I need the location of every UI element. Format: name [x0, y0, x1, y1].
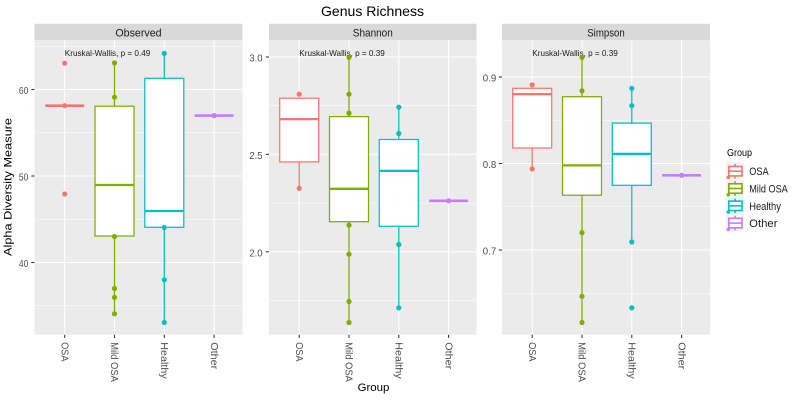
svg-text:Kruskal-Wallis, p = 0.49: Kruskal-Wallis, p = 0.49	[65, 48, 151, 58]
svg-text:Kruskal-Wallis, p = 0.39: Kruskal-Wallis, p = 0.39	[532, 48, 618, 58]
svg-text:0.7: 0.7	[483, 247, 497, 258]
svg-text:50: 50	[19, 173, 29, 184]
svg-text:2.5: 2.5	[249, 151, 262, 162]
svg-text:Healthy: Healthy	[158, 342, 169, 379]
svg-text:Other: Other	[749, 218, 778, 230]
svg-text:Observed: Observed	[115, 28, 161, 40]
svg-text:Alpha Diversity Measure: Alpha Diversity Measure	[2, 118, 14, 256]
svg-text:Healthy: Healthy	[393, 342, 404, 379]
svg-text:Kruskal-Wallis, p = 0.39: Kruskal-Wallis, p = 0.39	[299, 48, 385, 58]
svg-text:Mild OSA: Mild OSA	[749, 184, 788, 196]
svg-text:Group: Group	[358, 382, 390, 394]
svg-text:OSA: OSA	[293, 342, 304, 362]
svg-text:40: 40	[19, 259, 29, 270]
svg-text:OSA: OSA	[58, 342, 69, 362]
svg-text:Mild OSA: Mild OSA	[343, 342, 354, 382]
svg-text:Healthy: Healthy	[626, 342, 637, 379]
svg-text:OSA: OSA	[526, 342, 537, 362]
svg-text:Mild OSA: Mild OSA	[108, 342, 119, 382]
svg-text:0.9: 0.9	[483, 74, 497, 85]
svg-text:Other: Other	[675, 342, 686, 370]
svg-text:Other: Other	[442, 342, 453, 370]
svg-text:Simpson: Simpson	[587, 28, 625, 40]
svg-text:OSA: OSA	[749, 166, 769, 178]
svg-text:Group: Group	[727, 148, 752, 159]
svg-text:2.0: 2.0	[249, 248, 262, 259]
svg-text:Shannon: Shannon	[353, 28, 393, 40]
svg-text:Genus Richness: Genus Richness	[321, 4, 424, 19]
svg-text:60: 60	[19, 86, 29, 97]
svg-text:0.8: 0.8	[483, 160, 497, 171]
svg-text:Other: Other	[208, 342, 219, 370]
svg-text:Mild OSA: Mild OSA	[576, 342, 587, 382]
svg-text:Healthy: Healthy	[749, 201, 781, 213]
svg-text:3.0: 3.0	[249, 54, 262, 65]
